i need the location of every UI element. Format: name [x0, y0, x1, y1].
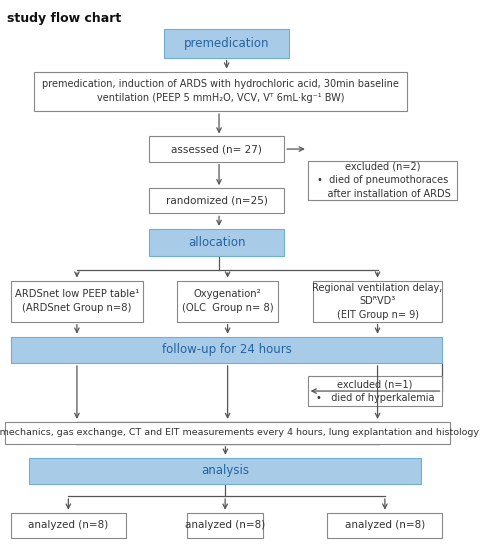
FancyBboxPatch shape	[177, 280, 278, 322]
FancyBboxPatch shape	[187, 513, 263, 538]
FancyBboxPatch shape	[149, 229, 284, 256]
FancyBboxPatch shape	[308, 161, 457, 200]
FancyBboxPatch shape	[11, 337, 442, 363]
Text: premedication: premedication	[184, 37, 270, 50]
FancyBboxPatch shape	[308, 376, 442, 406]
Text: ARDSnet low PEEP table¹
(ARDSnet Group n=8): ARDSnet low PEEP table¹ (ARDSnet Group n…	[15, 289, 139, 313]
FancyBboxPatch shape	[149, 188, 284, 213]
Text: analyzed (n=8): analyzed (n=8)	[28, 520, 108, 530]
FancyBboxPatch shape	[34, 72, 407, 111]
Text: study flow chart: study flow chart	[7, 12, 122, 25]
Text: Oxygenation²
(OLC  Group n= 8): Oxygenation² (OLC Group n= 8)	[182, 289, 273, 313]
Text: follow-up for 24 hours: follow-up for 24 hours	[162, 343, 292, 356]
Text: excluded (n=1)
•   died of hyperkalemia: excluded (n=1) • died of hyperkalemia	[316, 379, 434, 403]
FancyBboxPatch shape	[313, 280, 442, 322]
FancyBboxPatch shape	[11, 513, 126, 538]
Text: analysis: analysis	[201, 464, 249, 477]
FancyBboxPatch shape	[327, 513, 442, 538]
Text: premedication, induction of ARDS with hydrochloric acid, 30min baseline
ventilat: premedication, induction of ARDS with hy…	[42, 80, 399, 103]
FancyBboxPatch shape	[11, 280, 143, 322]
Text: excluded (n=2)
•  died of pneumothoraces
    after installation of ARDS: excluded (n=2) • died of pneumothoraces …	[315, 162, 450, 199]
Text: allocation: allocation	[188, 236, 245, 249]
Text: analyzed (n=8): analyzed (n=8)	[345, 520, 425, 530]
FancyBboxPatch shape	[29, 458, 421, 484]
FancyBboxPatch shape	[5, 422, 450, 444]
Text: randomized (n=25): randomized (n=25)	[166, 196, 268, 206]
Text: lung mechanics, gas exchange, CT and EIT measurements every 4 hours, lung explan: lung mechanics, gas exchange, CT and EIT…	[0, 428, 479, 437]
Text: analyzed (n=8): analyzed (n=8)	[185, 520, 265, 530]
Text: assessed (n= 27): assessed (n= 27)	[172, 144, 262, 154]
FancyBboxPatch shape	[149, 136, 284, 162]
FancyBboxPatch shape	[164, 29, 289, 58]
Text: Regional ventilation delay,
SDᴿVD³
(EIT Group n= 9): Regional ventilation delay, SDᴿVD³ (EIT …	[312, 283, 443, 320]
